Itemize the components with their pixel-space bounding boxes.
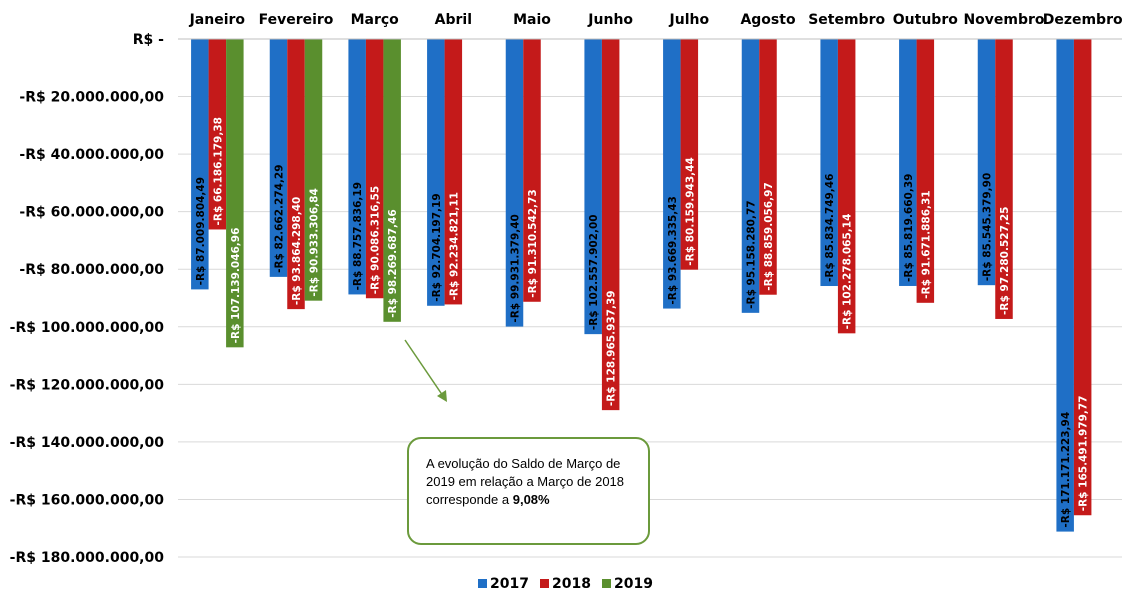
x-category-label: Maio [513,12,551,28]
data-label: -R$ 91.671.886,31 [920,190,932,298]
x-category-label: Setembro [808,12,885,28]
x-category-label: Agosto [740,12,796,28]
bar-2019 [304,39,323,301]
x-category-label: Janeiro [189,12,246,28]
data-label: -R$ 85.545.379,90 [982,173,994,281]
data-label: -R$ 93.669.335,43 [667,196,679,304]
y-axis: R$ - -R$ 20.000.000,00 -R$ 40.000.000,00 -R… [10,32,165,566]
bars: -R$ 87.009.804,49 -R$ 66.186.179,38 -R$ 10… [178,38,1122,532]
data-label: -R$ 66.186.179,38 [212,117,224,225]
bar-2017 [505,39,524,327]
bar-2018 [601,39,620,411]
bar-2018 [995,39,1013,319]
bar-2018 [208,39,227,230]
data-label: -R$ 85.819.660,39 [903,174,915,282]
data-label: -R$ 92.234.821,11 [448,192,460,300]
y-tick-label: -R$ 20.000.000,00 [19,90,164,106]
y-tick-label: -R$ 60.000.000,00 [19,205,164,221]
annotation-text: A evolução do Saldo de Março de 2019 em … [426,456,625,507]
x-category-label: Novembro [963,12,1044,28]
x-category-label: Março [351,12,400,28]
bar-2017 [663,39,681,309]
bar-2017 [1056,39,1074,532]
annotation-highlight: 9,08% [512,492,550,507]
data-label: -R$ 128.965.937,39 [606,290,618,406]
y-tick-label: -R$ 80.000.000,00 [19,262,164,278]
bar-2017 [741,39,760,313]
bar-2018 [365,39,384,299]
y-tick-label: -R$ 100.000.000,00 [10,320,165,336]
data-label: -R$ 85.834.749,46 [824,174,836,282]
data-label: -R$ 80.159.943,44 [684,157,696,265]
data-label: -R$ 102.278.065,14 [842,214,854,330]
annotation-arrow [404,339,447,402]
bar-2018 [916,39,935,303]
y-tick-label: -R$ 140.000.000,00 [10,435,165,451]
legend-label: 2017 [490,576,529,592]
y-tick-label: -R$ 120.000.000,00 [10,377,165,393]
x-category-label: Junho [587,12,633,28]
bar-2019 [383,39,401,322]
legend-swatch [602,579,611,588]
bar-2018 [523,39,541,302]
bar-2017 [820,39,838,287]
data-label: -R$ 91.310.542,73 [527,189,539,297]
data-label: -R$ 88.757.836,19 [352,182,364,290]
y-tick-label: R$ - [133,32,164,48]
annotation-box: A evolução do Saldo de Março de 2019 em … [407,437,650,545]
y-tick-label: -R$ 160.000.000,00 [10,492,165,508]
data-label: -R$ 82.662.274,29 [274,164,286,272]
data-label: -R$ 97.280.527,25 [999,207,1011,315]
x-axis-categories: Janeiro Fevereiro Março Abril Maio Junho Julho… [189,12,1123,28]
data-label: -R$ 102.557.902,00 [588,214,600,330]
data-label: -R$ 99.931.379,40 [510,214,522,322]
bar-2017 [348,39,366,295]
bar-2018 [287,39,305,310]
bar-2017 [584,39,602,335]
data-label: -R$ 92.704.197,19 [431,193,443,301]
data-label: -R$ 165.491.979,77 [1078,395,1090,511]
data-label: -R$ 107.139.046,96 [230,228,242,344]
data-label: -R$ 95.158.280,77 [746,200,758,308]
bar-2018 [837,39,856,334]
y-tick-label: -R$ 40.000.000,00 [19,147,164,163]
x-category-label: Julho [669,12,710,28]
gridlines [178,38,1122,558]
data-label: -R$ 87.009.804,49 [195,177,207,285]
bar-2017 [899,39,917,286]
data-label: -R$ 93.864.298,40 [291,197,303,305]
legend-label: 2019 [614,576,653,592]
bar-2017 [427,39,445,306]
x-category-label: Fevereiro [259,12,334,28]
x-category-label: Abril [435,12,472,28]
bar-2018 [759,39,777,295]
bar-2018 [680,39,699,270]
bar-2017 [191,39,209,290]
data-label: -R$ 90.933.306,84 [309,188,321,296]
legend-swatch [478,579,487,588]
bar-2018 [1073,39,1092,516]
bar-2018 [444,39,463,305]
x-category-label: Outubro [893,12,958,28]
legend-swatch [540,579,549,588]
legend: 2017 2018 2019 [478,576,653,592]
bar-2017 [977,39,996,286]
bar-2017 [269,39,288,277]
data-label: -R$ 171.171.223,94 [1060,412,1072,528]
data-label: -R$ 90.086.316,55 [370,186,382,294]
x-category-label: Dezembro [1043,12,1123,28]
y-tick-label: -R$ 180.000.000,00 [10,550,165,566]
data-label: -R$ 98.269.687,46 [387,209,399,317]
legend-label: 2018 [552,576,591,592]
bar-2019 [226,39,244,348]
data-label: -R$ 88.859.056,97 [763,182,775,290]
